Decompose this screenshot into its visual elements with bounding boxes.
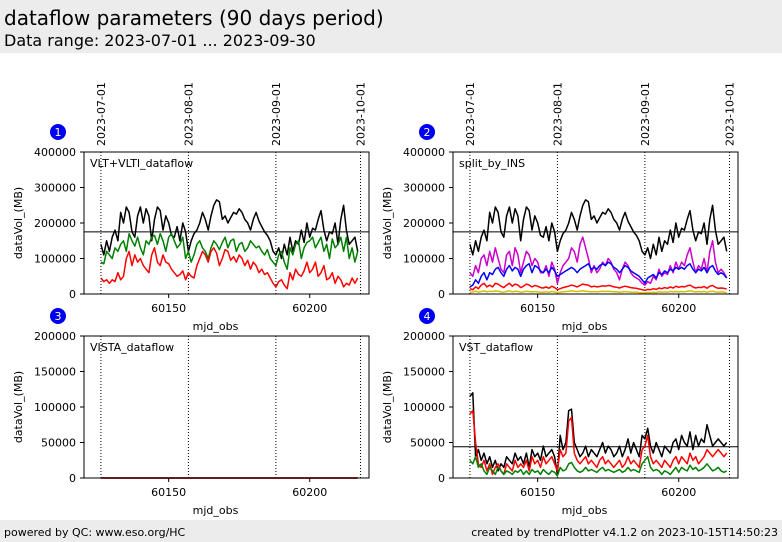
x-tick-label: 60200 [661,486,696,499]
y-tick-label: 150000 [34,366,76,379]
panel-label: split_by_INS [459,157,525,170]
panel-number-badge [419,124,435,140]
panel-number: 4 [424,310,431,323]
y-tick-label: 200000 [34,217,76,230]
series-line-yellow [469,290,727,294]
report-footer: powered by QC: www.eso.org/HC created by… [0,520,782,542]
x-axis-label: mjd_obs [562,504,608,517]
series-line-green [100,232,359,270]
panel-number-badge [419,308,435,324]
x-tick-label: 60150 [520,486,555,499]
x-axis-label: mjd_obs [193,504,239,517]
series-line-red [469,409,728,476]
series-line-red [100,247,359,290]
x-tick-label: 60200 [292,302,327,315]
footer-powered-by: powered by QC: www.eso.org/HC [4,526,186,539]
y-tick-label: 200000 [34,330,76,343]
x-axis-label: mjd_obs [562,320,608,333]
date-marker-label: 2023-09-01 [639,82,652,146]
chart-panel-4: 0 50000 100000 150000 200000 60150 60200 mjd_ob… [381,308,739,517]
date-marker-label: 2023-10-01 [724,82,737,146]
y-tick-label: 100000 [403,401,445,414]
y-tick-label: 150000 [403,366,445,379]
date-marker-label: 2023-07-01 [95,82,108,146]
x-axis-label: mjd_obs [193,320,239,333]
y-tick-label: 50000 [41,437,76,450]
date-marker-label: 2023-07-01 [464,82,477,146]
series-line-black [100,199,359,260]
plot-grid: 2023-07-01 2023-08-01 2023-09-01 2023-10-01… [12,82,739,517]
chart-panel-1: 2023-07-01 2023-08-01 2023-09-01 2023-10-01… [12,82,370,333]
plot-frame [83,151,370,295]
y-tick-label: 0 [69,472,76,485]
footer-created-by: created by trendPlotter v4.1.2 on 2023-1… [471,526,778,539]
panel-label: VST_dataflow [459,341,533,354]
chart-panel-3: 0 50000 100000 150000 200000 60150 60200 mjd_ob… [12,308,370,517]
x-tick-label: 60150 [151,302,186,315]
y-tick-label: 200000 [403,330,445,343]
y-tick-label: 100000 [34,253,76,266]
y-tick-label: 300000 [34,182,76,195]
panel-number-badge [50,124,66,140]
series-line-magenta [469,236,728,286]
data-range: Data range: 2023-07-01 ... 2023-09-30 [4,31,316,50]
series-line-black [469,392,728,476]
series-line-green [469,455,728,477]
panel-number-badge [50,308,66,324]
x-tick-label: 60150 [151,486,186,499]
x-tick-label: 60200 [661,302,696,315]
y-axis-label: dataVol_(MB) [381,187,394,259]
y-tick-label: 400000 [34,146,76,159]
y-axis-label: dataVol_(MB) [12,371,25,443]
y-tick-label: 50000 [410,437,445,450]
date-marker-label: 2023-10-01 [355,82,368,146]
plot-frame [83,335,370,479]
y-tick-label: 300000 [403,182,445,195]
y-tick-label: 200000 [403,217,445,230]
x-tick-label: 60200 [292,486,327,499]
panel-number: 3 [55,310,62,323]
series-line-red [469,282,727,292]
report-header: dataflow parameters (90 days period) Dat… [0,0,782,53]
series-line-blue [469,261,728,288]
date-marker-label: 2023-08-01 [182,82,195,146]
y-tick-label: 400000 [403,146,445,159]
y-tick-label: 0 [69,288,76,301]
panel-number: 1 [55,126,62,139]
y-axis-label: dataVol_(MB) [381,371,394,443]
y-tick-label: 100000 [403,253,445,266]
series-line-black [469,199,728,260]
y-tick-label: 0 [438,472,445,485]
chart-panel-2: 2023-07-01 2023-08-01 2023-09-01 2023-10-01… [381,82,739,333]
y-axis-label: dataVol_(MB) [12,187,25,259]
x-tick-label: 60150 [520,302,555,315]
report-title: dataflow parameters (90 days period) [4,6,384,30]
date-marker-label: 2023-09-01 [270,82,283,146]
panel-number: 2 [424,126,431,139]
date-marker-label: 2023-08-01 [551,82,564,146]
panel-label: VISTA_dataflow [90,341,174,354]
y-tick-label: 0 [438,288,445,301]
panel-label: VLT+VLTI_dataflow [90,157,193,170]
y-tick-label: 100000 [34,401,76,414]
